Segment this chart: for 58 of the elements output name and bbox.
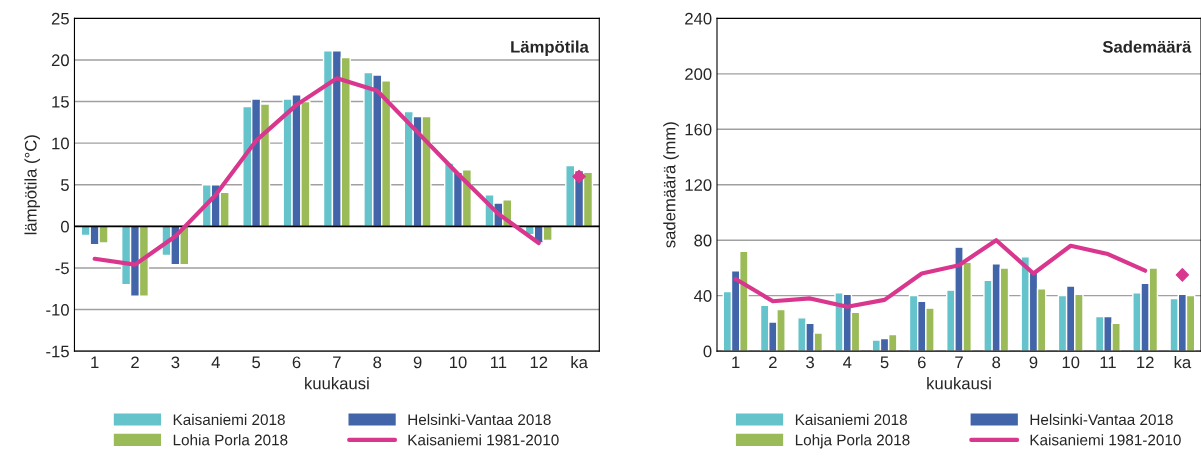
x-tick-label: 12: [1137, 356, 1154, 369]
x-tick-label: 5: [252, 356, 261, 369]
x-tick-label: 4: [211, 356, 220, 369]
x-tick-label: ka: [1174, 356, 1192, 369]
y-tick-label: 80: [694, 234, 712, 247]
x-tick-label: 7: [955, 356, 963, 369]
x-tick-label: 8: [373, 356, 382, 369]
y-tick-label: 25: [51, 12, 69, 25]
legend-label: Kaisaniemi 1981-2010: [408, 434, 559, 446]
x-axis-title: kuukausi: [927, 377, 991, 390]
x-tick-label: 5: [880, 356, 889, 369]
x-tick-label: 9: [413, 356, 422, 369]
x-tick-label: 2: [131, 356, 139, 369]
x-tick-label: 9: [1029, 356, 1038, 369]
legend-label: Kaisaniemi 2018: [173, 413, 285, 426]
legend-label: Lohja Porla 2018: [795, 434, 910, 449]
y-tick-label: -15: [46, 345, 69, 358]
y-tick-label: 160: [685, 123, 712, 136]
y-axis-title: lämpötila (°C): [24, 135, 40, 235]
y-tick-label: 10: [52, 137, 69, 150]
x-tick-label: 12: [530, 356, 548, 369]
x-tick-label: ka: [571, 356, 588, 369]
x-tick-label: 3: [806, 356, 814, 369]
text: Lämpötila: [511, 40, 589, 57]
x-tick-label: 3: [171, 356, 180, 369]
y-tick-label: 20: [51, 54, 69, 67]
legend-label: Helsinki-Vantaa 2018: [408, 413, 551, 426]
x-tick-label: 8: [992, 356, 1001, 369]
y-tick-label: 5: [61, 179, 69, 191]
text: Sademäärä: [1102, 40, 1192, 53]
x-tick-label: 2: [769, 356, 777, 369]
x-tick-label: 1: [732, 356, 740, 369]
legend-label: Lohia Porla 2018: [173, 434, 288, 446]
x-tick-label: 1: [91, 356, 99, 369]
x-tick-label: 7: [333, 356, 341, 369]
legend-label: Kaisaniemi 1981-2010: [1030, 434, 1181, 446]
legend-label: Kaisaniemi 2018: [795, 413, 907, 426]
legend-label: Helsinki-Vantaa 2018: [1030, 413, 1173, 426]
x-tick-label: 11: [1100, 356, 1116, 369]
x-tick-label: 6: [292, 356, 301, 369]
y-tick-label: 200: [685, 68, 712, 81]
x-tick-label: 6: [917, 356, 926, 369]
x-tick-label: 4: [843, 356, 852, 369]
y-tick-label: 40: [693, 290, 712, 302]
y-tick-label: 15: [52, 96, 69, 108]
x-tick-label: 10: [450, 356, 467, 369]
x-axis-title: kuukausi: [305, 377, 369, 390]
y-tick-label: 120: [685, 179, 712, 191]
y-tick-label: 0: [60, 220, 69, 233]
y-tick-label: 0: [703, 345, 712, 358]
y-tick-label: 240: [685, 12, 712, 25]
x-tick-label: 11: [490, 356, 507, 369]
y-tick-label: -5: [55, 262, 69, 275]
y-tick-label: -10: [46, 303, 69, 316]
line-series: [733, 238, 1148, 309]
line-series: [92, 76, 541, 267]
y-axis-title: sademäärä (mm): [663, 122, 679, 248]
x-tick-label: 10: [1062, 356, 1080, 369]
